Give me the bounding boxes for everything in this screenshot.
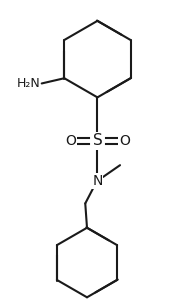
- Text: N: N: [92, 174, 103, 188]
- Text: O: O: [119, 134, 130, 148]
- Text: S: S: [93, 133, 102, 148]
- Text: O: O: [65, 134, 76, 148]
- Text: H₂N: H₂N: [17, 77, 41, 90]
